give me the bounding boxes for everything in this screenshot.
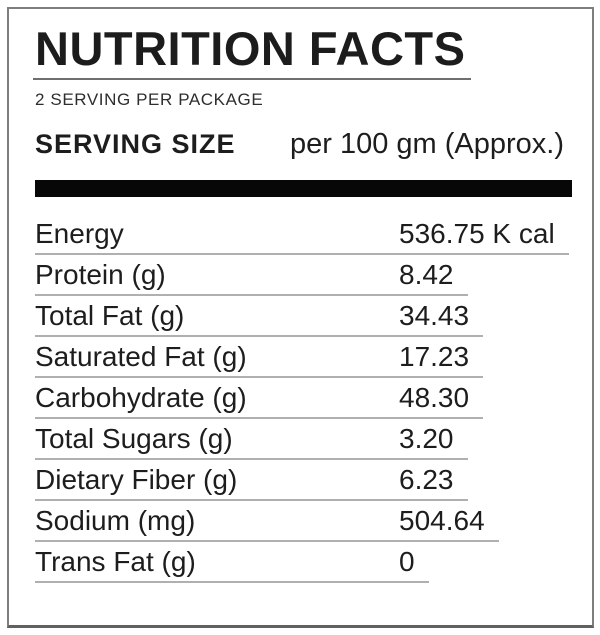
table-row: Protein (g) 8.42	[35, 255, 577, 296]
nutrient-label: Dietary Fiber (g)	[35, 464, 238, 495]
nutrient-label: Carbohydrate (g)	[35, 382, 247, 413]
nutrient-label: Total Fat (g)	[35, 300, 185, 331]
nutrient-label: Sodium (mg)	[35, 505, 196, 536]
table-row: Trans Fat (g) 0	[35, 542, 577, 583]
thick-divider-bar	[35, 180, 572, 197]
nutrient-value: 504.64	[399, 505, 485, 536]
nutrient-value: 34.43	[399, 300, 470, 331]
table-row: Total Fat (g) 34.43	[35, 296, 577, 337]
nutrition-facts-panel: NUTRITION FACTS 2 SERVING PER PACKAGE SE…	[7, 7, 594, 628]
nutrient-value: 17.23	[399, 341, 470, 372]
table-row: Total Sugars (g) 3.20	[35, 419, 577, 460]
nutrient-value: 3.20	[399, 423, 454, 454]
table-row: Carbohydrate (g) 48.30	[35, 378, 577, 419]
nutrient-label: Energy	[35, 218, 124, 249]
serving-size-row: SERVING SIZE per 100 gm (Approx.)	[35, 128, 564, 161]
table-row: Sodium (mg) 504.64	[35, 501, 577, 542]
nutrient-label: Trans Fat (g)	[35, 546, 196, 577]
table-row: Energy 536.75 K cal	[35, 214, 577, 255]
panel-title: NUTRITION FACTS	[35, 22, 466, 75]
serving-size-label: SERVING SIZE	[35, 129, 236, 159]
servings-note: 2 SERVING PER PACKAGE	[35, 90, 264, 109]
serving-size-value: per 100 gm (Approx.)	[289, 128, 564, 160]
nutrient-table: Energy 536.75 K cal Protein (g) 8.42 Total…	[35, 214, 577, 583]
nutrient-value: 536.75 K cal	[399, 218, 555, 249]
title-underline	[33, 78, 471, 80]
table-row: Saturated Fat (g) 17.23	[35, 337, 577, 378]
nutrient-value: 6.23	[399, 464, 454, 495]
table-row: Dietary Fiber (g) 6.23	[35, 460, 577, 501]
nutrient-label: Protein (g)	[35, 259, 166, 290]
nutrient-label: Saturated Fat (g)	[35, 341, 247, 372]
nutrient-value: 48.30	[399, 382, 470, 413]
nutrient-value: 8.42	[399, 259, 454, 290]
nutrient-value: 0	[399, 546, 415, 577]
nutrient-label: Total Sugars (g)	[35, 423, 233, 454]
